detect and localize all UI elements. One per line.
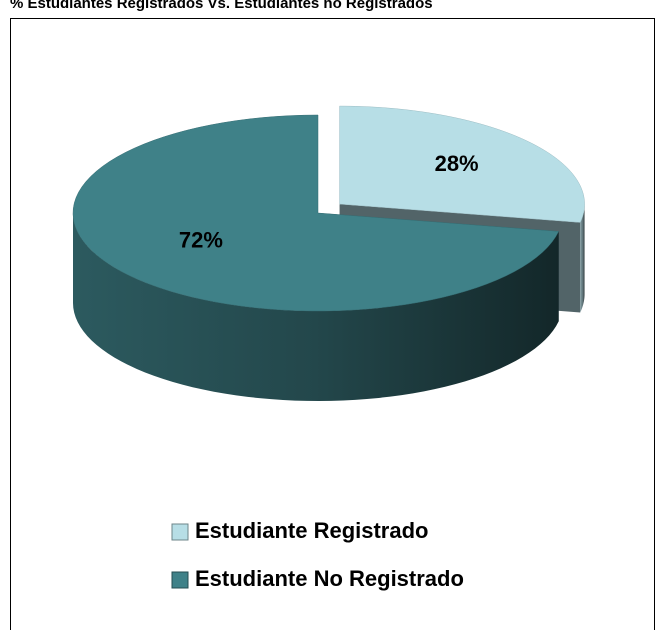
pie-slice (72, 114, 560, 401)
slice-top (339, 105, 585, 223)
chart-title: % Estudiantes Registrados Vs. Estudiante… (10, 0, 433, 12)
chart-border (10, 18, 655, 630)
slice-side (580, 204, 585, 313)
legend-swatch (171, 571, 189, 589)
data-label: 72% (179, 228, 223, 253)
legend-label: Estudiante Registrado (195, 518, 428, 543)
slice-side (73, 213, 559, 401)
data-label: 28% (435, 151, 479, 176)
legend-label: Estudiante No Registrado (195, 566, 464, 591)
legend-swatch (171, 523, 189, 541)
slice-top (72, 114, 560, 312)
